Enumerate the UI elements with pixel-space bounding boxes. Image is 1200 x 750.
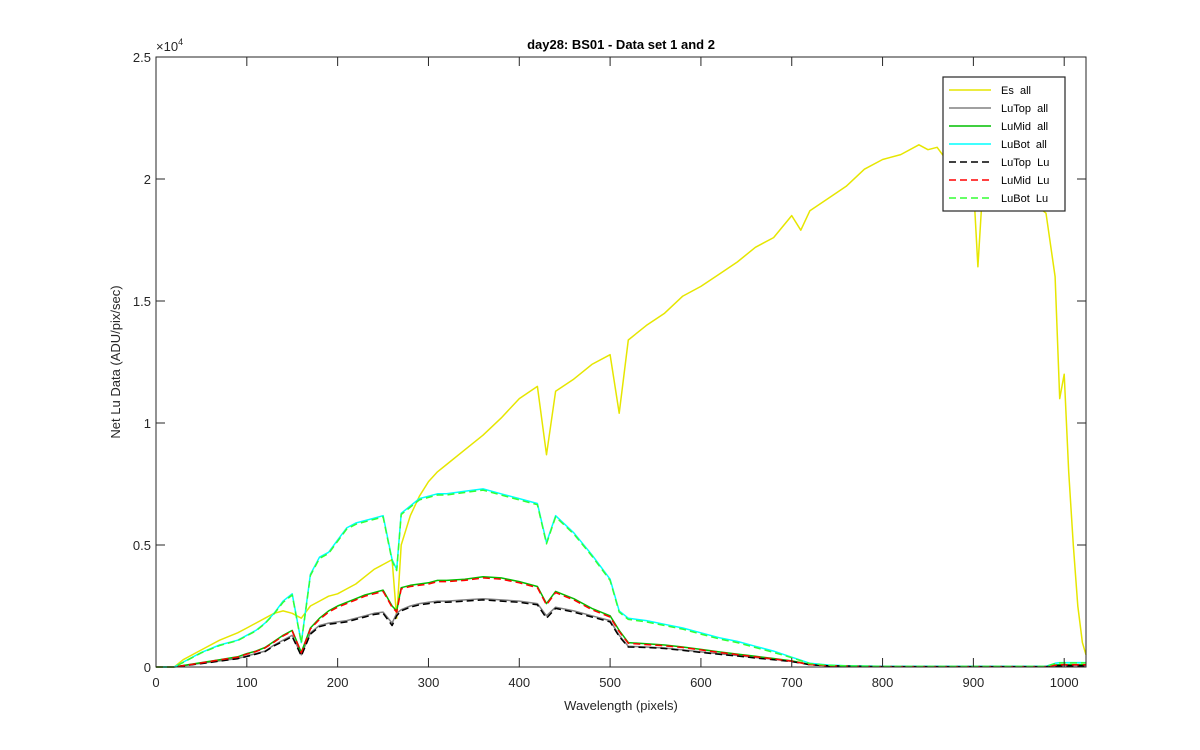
plot-box <box>155 56 1087 668</box>
legend-label-1: Es all <box>1001 85 1031 97</box>
y-axis-multiplier-base: ×10 <box>156 39 178 54</box>
legend-label-2: LuTop all <box>1001 103 1048 115</box>
x-tick-label: 1000 <box>1050 675 1079 690</box>
y-tick-label: 1.5 <box>133 294 151 309</box>
x-tick-label: 500 <box>599 675 621 690</box>
x-tick-label: 100 <box>236 675 258 690</box>
x-tick-label: 0 <box>152 675 159 690</box>
y-tick-label: 2.5 <box>133 50 151 65</box>
y-tick-label: 0 <box>144 660 151 675</box>
series-group <box>156 144 1087 668</box>
y-tick-label: 0.5 <box>133 538 151 553</box>
legend-label-4: LuBot all <box>1001 139 1047 151</box>
legend-label-3: LuMid all <box>1001 121 1048 133</box>
series-line-5 <box>156 599 1086 668</box>
series-line-7 <box>156 489 1086 668</box>
x-axis: 0 100 200 300 400 500 600 700 800 900 1000 <box>152 57 1079 690</box>
chart-title: day28: BS01 - Data set 1 and 2 <box>527 37 715 52</box>
y-axis: 0 0.5 1 1.5 2 2.5 <box>133 50 1086 675</box>
x-axis-label: Wavelength (pixels) <box>564 698 678 713</box>
legend-label-5: LuTop Lu <box>1001 157 1049 169</box>
x-tick-label: 400 <box>508 675 530 690</box>
y-axis-multiplier-exponent: 4 <box>178 37 183 47</box>
legend-label-7: LuBot Lu <box>1001 193 1048 205</box>
x-tick-label: 800 <box>872 675 894 690</box>
x-tick-label: 600 <box>690 675 712 690</box>
y-tick-label: 1 <box>144 416 151 431</box>
plot-background <box>156 57 1086 667</box>
y-tick-label: 2 <box>144 172 151 187</box>
legend: Es all LuTop all LuMid all LuBot all LuTop L… <box>942 76 1066 212</box>
legend-label-6: LuMid Lu <box>1001 175 1049 187</box>
x-tick-label: 300 <box>418 675 440 690</box>
y-axis-multiplier: ×104 <box>156 37 183 54</box>
x-tick-label: 200 <box>327 675 349 690</box>
series-line-1 <box>156 144 1087 668</box>
y-axis-label: Net Lu Data (ADU/pix/sec) <box>108 285 123 438</box>
x-tick-label: 700 <box>781 675 803 690</box>
x-tick-label: 900 <box>963 675 985 690</box>
